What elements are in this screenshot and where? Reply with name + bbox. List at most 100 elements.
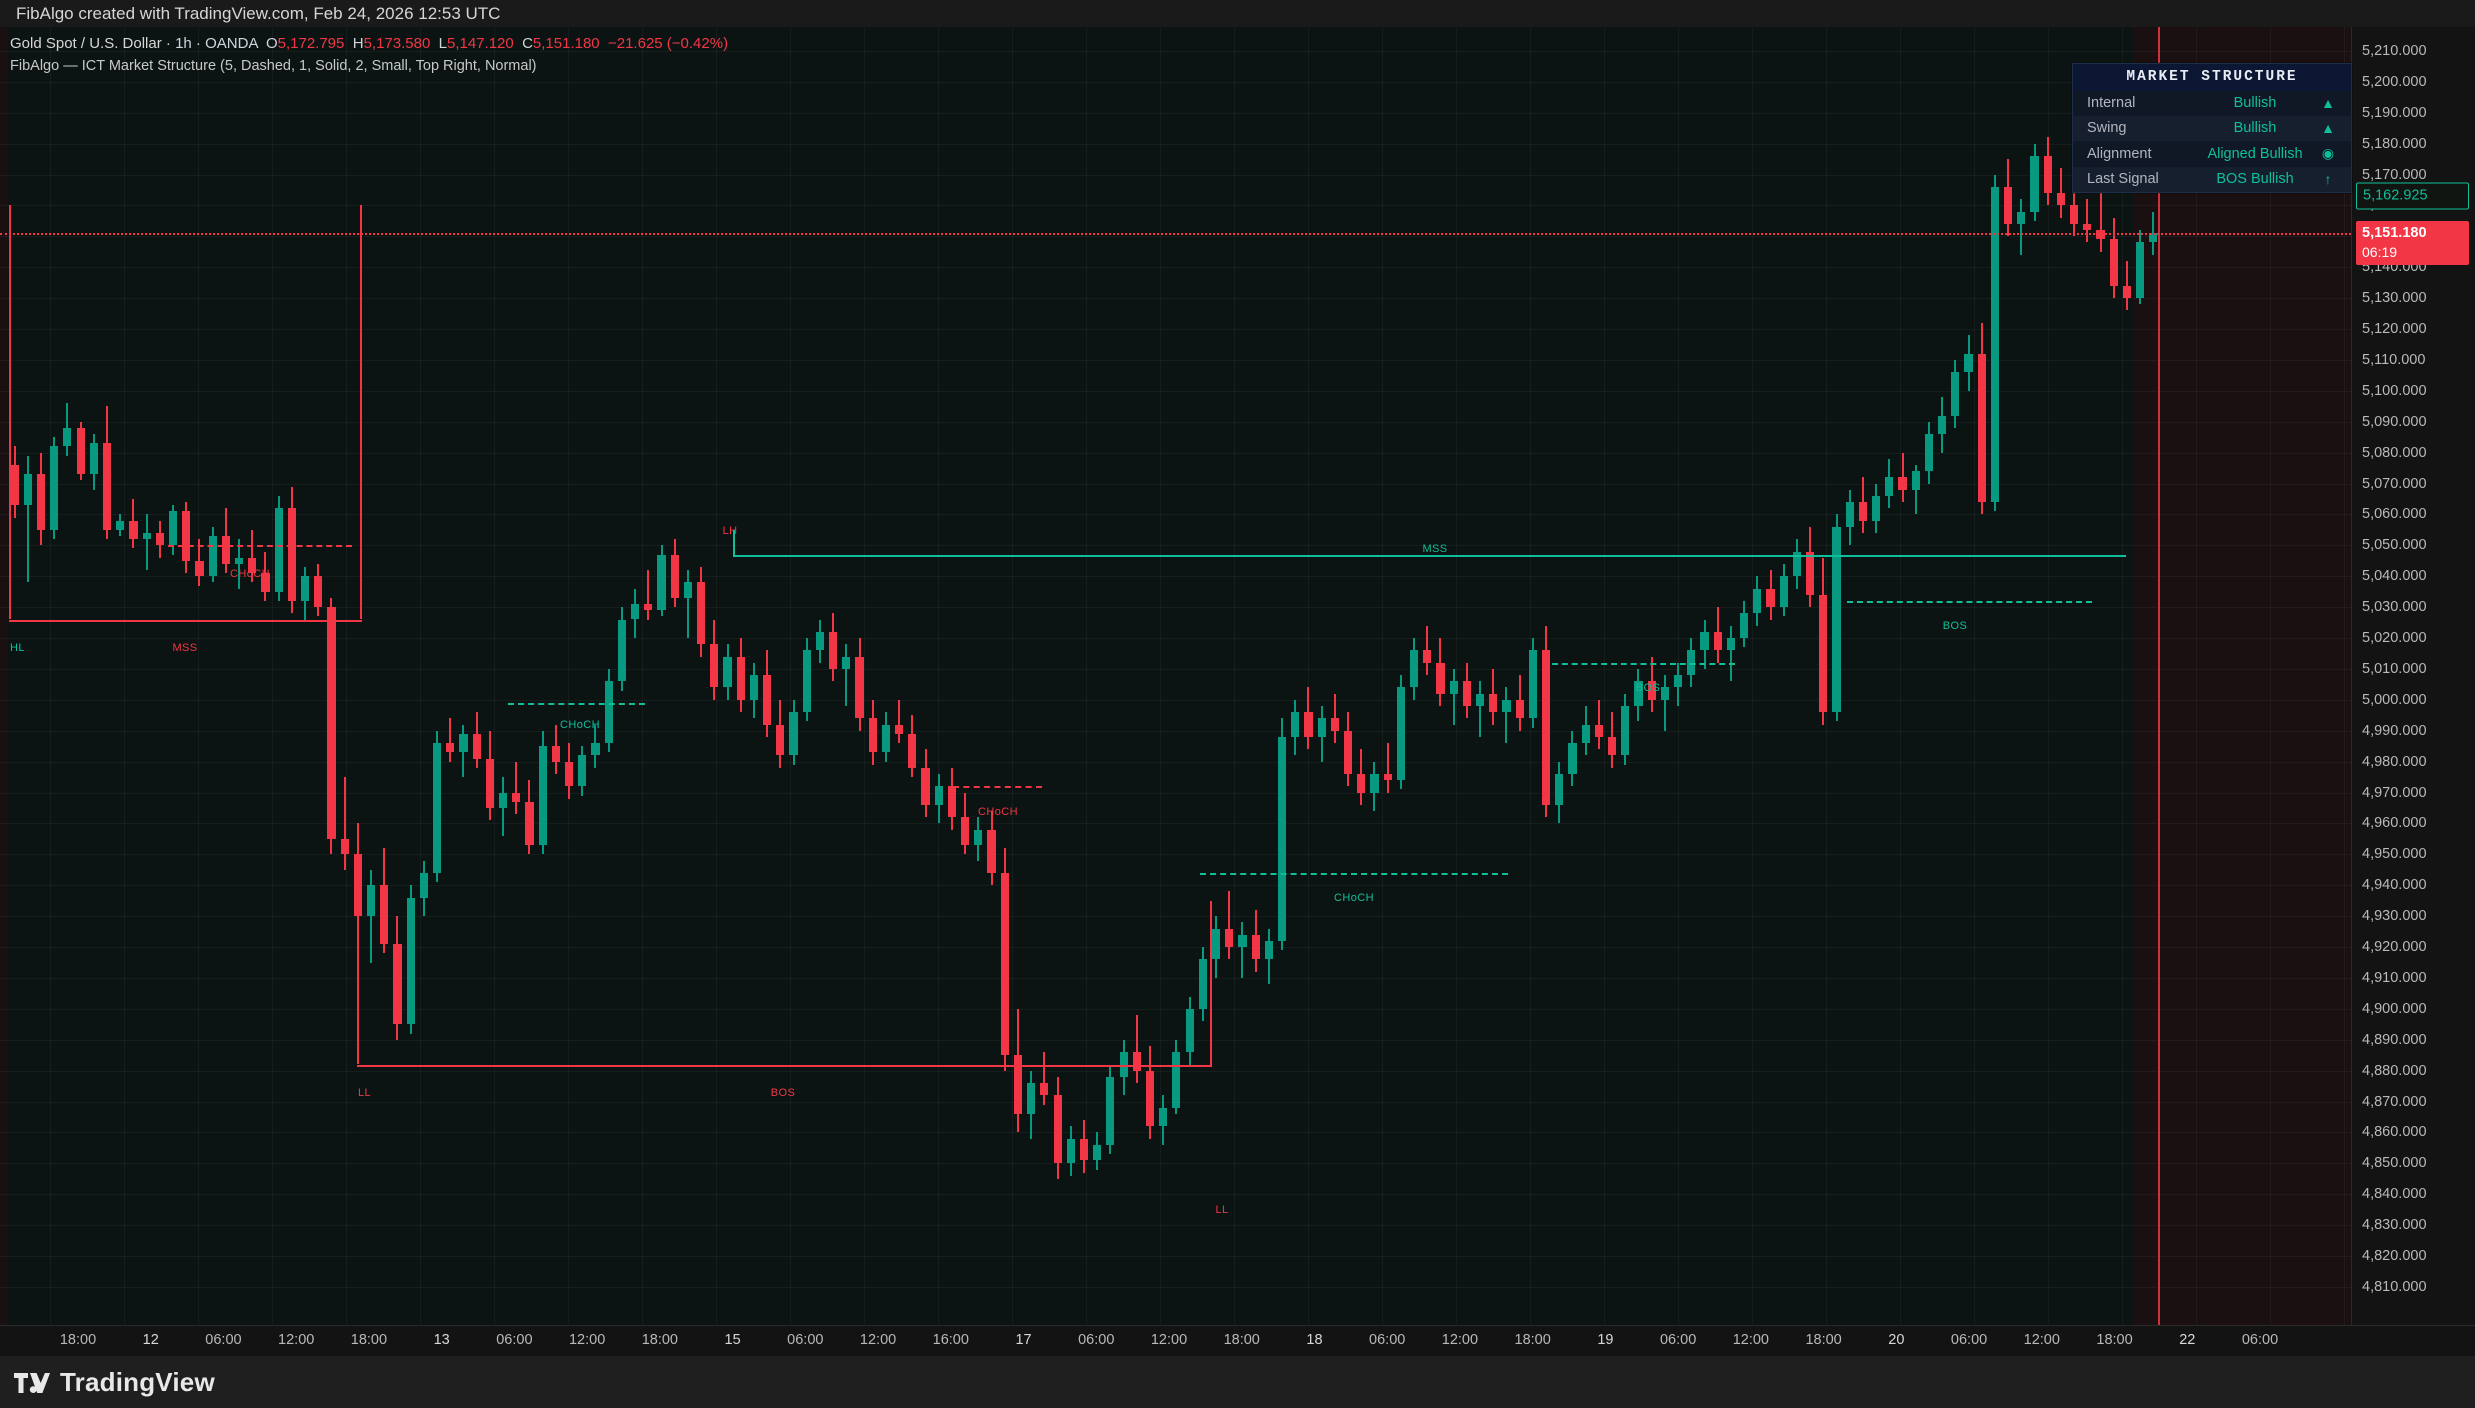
candlestick [1792, 539, 1801, 589]
candle-wick [898, 699, 901, 744]
market-structure-row: Internal Bullish ▲ [2073, 91, 2351, 116]
time-axis-tick-major: 17 [1015, 1332, 1032, 1348]
candle-body [1885, 477, 1894, 496]
candle-body [485, 758, 494, 808]
price-axis-current-badge[interactable]: 5,151.180 06:19 [2356, 220, 2469, 265]
candle-body [2122, 285, 2132, 299]
candle-body [1753, 588, 1762, 614]
candle-body [1858, 502, 1868, 521]
chart-legend[interactable]: Gold Spot / U.S. Dollar · 1h · OANDA O5,… [10, 33, 728, 77]
current-price-line [0, 232, 2475, 235]
candlestick [1885, 458, 1894, 509]
candle-body [1396, 687, 1405, 781]
candlestick [881, 712, 891, 762]
candle-body [1621, 706, 1630, 756]
candlestick [327, 597, 336, 855]
legend-interval[interactable]: 1h [175, 35, 192, 52]
candle-body [1502, 699, 1511, 713]
candlestick [1555, 761, 1564, 824]
time-axis[interactable]: 18:00 12 06:00 12:00 18:00 13 06:00 12:00 18:00 1… [0, 1325, 2475, 1356]
candlestick [802, 638, 811, 722]
candlestick [1449, 668, 1458, 725]
structure-line-choch-4 [1200, 872, 1508, 875]
candlestick [195, 539, 204, 586]
candle-body [195, 560, 204, 577]
price-axis-tick: 4,880.000 [2362, 1062, 2427, 1079]
candle-body [565, 761, 574, 787]
candle-body [815, 631, 825, 651]
candlestick [1634, 668, 1643, 722]
candlestick [1079, 1120, 1089, 1173]
time-axis-tick: 18:00 [1514, 1332, 1551, 1348]
candle-body [736, 656, 745, 700]
candlestick [631, 588, 640, 639]
candlestick-series [0, 27, 2475, 1326]
candlestick [1383, 743, 1392, 793]
ms-row-key: Internal [2087, 95, 2136, 111]
tradingview-logo[interactable]: TradingView [14, 1367, 215, 1398]
price-axis-tick: 5,220.000 [2362, 27, 2427, 28]
legend-sep2: · [191, 35, 206, 52]
candle-body [578, 755, 587, 787]
candlestick [1753, 576, 1762, 626]
market-structure-panel[interactable]: MARKET STRUCTURE Internal Bullish ▲ Swing Bu… [2072, 63, 2352, 193]
candle-body [1119, 1052, 1128, 1077]
candle-body [432, 743, 442, 873]
price-axis-tick: 5,000.000 [2362, 691, 2427, 708]
legend-indicator-row[interactable]: FibAlgo — ICT Market Structure (5, Dashe… [10, 58, 537, 74]
candle-wick [1228, 891, 1231, 960]
candlestick [1726, 625, 1735, 682]
price-axis-tick: 5,040.000 [2362, 568, 2427, 585]
time-axis-tick-major: 18 [1306, 1332, 1323, 1348]
candlestick [1924, 421, 1934, 484]
candle-body [1132, 1052, 1141, 1071]
candlestick [1251, 909, 1260, 972]
candle-body [1251, 934, 1260, 960]
candlestick [76, 421, 85, 481]
candlestick [723, 644, 732, 700]
candlestick [10, 446, 19, 518]
candlestick [1674, 662, 1683, 707]
candle-body [89, 443, 98, 475]
price-axis-tick: 4,830.000 [2362, 1217, 2427, 1234]
candle-body [974, 829, 983, 846]
candlestick [895, 699, 904, 744]
price-axis-tick: 5,100.000 [2362, 382, 2427, 399]
candle-body [1541, 650, 1551, 805]
candlestick [208, 526, 217, 583]
candle-wick [1241, 922, 1244, 978]
candle-body [1700, 631, 1709, 651]
annotation-mss-green: MSS [1422, 543, 1448, 556]
candle-body [102, 443, 112, 530]
candle-body [749, 675, 759, 700]
candlestick [921, 749, 930, 818]
legend-open-key: O [265, 35, 278, 52]
candle-body [683, 582, 692, 598]
candle-body [1555, 774, 1564, 805]
candle-body [2136, 242, 2145, 299]
candle-body [1581, 724, 1590, 744]
candle-body [868, 718, 877, 753]
chart-pane[interactable]: HL MSS CHoCH LH MSS CHoCH CHoCH LL BOS LL CHoCH BOS… [0, 27, 2475, 1326]
candle-body [287, 508, 296, 601]
candlestick [829, 613, 838, 682]
price-axis[interactable]: 5,220.000 5,210.000 5,200.000 5,190.000 5,18… [2351, 27, 2475, 1326]
candlestick [512, 761, 521, 815]
candle-body [1409, 650, 1419, 688]
candlestick [1858, 477, 1868, 533]
candle-body [168, 511, 178, 546]
candlestick [934, 774, 943, 824]
price-axis-high-marker[interactable]: 5,162.925 [2356, 182, 2469, 210]
candlestick [815, 619, 825, 663]
tradingview-mark-icon [14, 1372, 50, 1393]
legend-symbol[interactable]: Gold Spot / U.S. Dollar [10, 35, 162, 52]
current-price-value: 5,151.180 [2362, 224, 2427, 241]
price-axis-tick: 4,900.000 [2362, 1000, 2427, 1017]
annotation-choch-1: CHoCH [230, 567, 270, 580]
candle-body [1436, 662, 1445, 694]
candle-body [1040, 1083, 1049, 1096]
candlestick [763, 650, 772, 737]
candle-body [1423, 650, 1432, 663]
candlestick [89, 434, 98, 490]
time-axis-tick: 12:00 [1732, 1332, 1770, 1348]
